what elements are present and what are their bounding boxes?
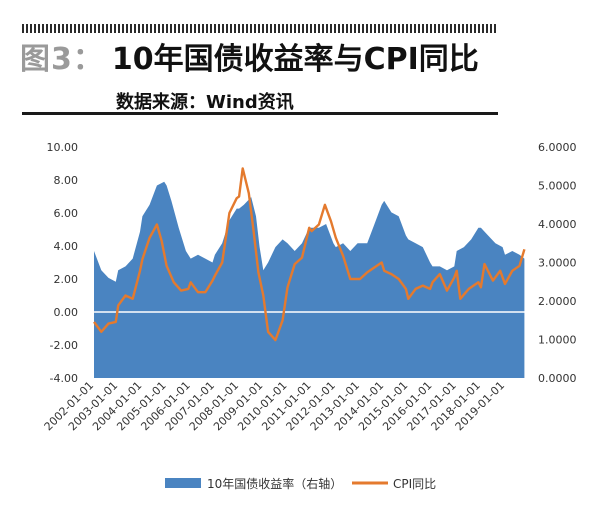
- right-axis-tick-label: 0.0000: [538, 372, 577, 385]
- header-dotted-rule: [22, 24, 498, 33]
- left-axis-tick-label: 0.00: [54, 306, 79, 319]
- x-axis: 2002-01-012003-01-012004-01-012005-01-01…: [42, 379, 507, 433]
- right-axis-tick-label: 1.0000: [538, 334, 577, 347]
- legend-label-yield: 10年国债收益率（右轴）: [207, 476, 342, 491]
- series-area-10y-yield: [94, 181, 525, 378]
- left-axis-tick-label: 8.00: [54, 174, 79, 187]
- figure-heading: 图3： 10年国债收益率与CPI同比: [20, 34, 479, 78]
- series-line-cpi: [93, 167, 526, 342]
- left-axis-tick-label: 2.00: [54, 273, 79, 286]
- header-underline: [22, 112, 498, 115]
- right-axis-tick-label: 2.0000: [538, 295, 577, 308]
- right-axis-tick-label: 5.0000: [538, 180, 577, 193]
- left-axis-tick-label: -2.00: [50, 339, 78, 352]
- legend-label-cpi: CPI同比: [393, 477, 436, 491]
- left-axis-tick-label: 4.00: [54, 240, 79, 253]
- legend-swatch-yield: [165, 478, 201, 488]
- right-axis-tick-label: 4.0000: [538, 218, 577, 231]
- right-axis-tick-label: 6.0000: [538, 141, 577, 154]
- legend: 10年国债收益率（右轴） CPI同比: [165, 476, 436, 491]
- right-axis-tick-label: 3.0000: [538, 257, 577, 270]
- data-source: 数据来源：Wind资讯: [116, 92, 294, 113]
- figure-title: 10年国债收益率与CPI同比: [111, 42, 479, 77]
- left-axis-tick-label: -4.00: [50, 372, 78, 385]
- left-axis-tick-label: 6.00: [54, 207, 79, 220]
- plot-area: [93, 167, 528, 378]
- left-axis: -4.00 -2.00 0.00 2.00 4.00 6.00 8.00 10.00: [47, 141, 79, 385]
- figure-label: 图3：: [20, 42, 104, 77]
- right-axis: 0.0000 1.0000 2.0000 3.0000 4.0000 5.0000 6.00…: [538, 141, 577, 385]
- left-axis-tick-label: 10.00: [47, 141, 79, 154]
